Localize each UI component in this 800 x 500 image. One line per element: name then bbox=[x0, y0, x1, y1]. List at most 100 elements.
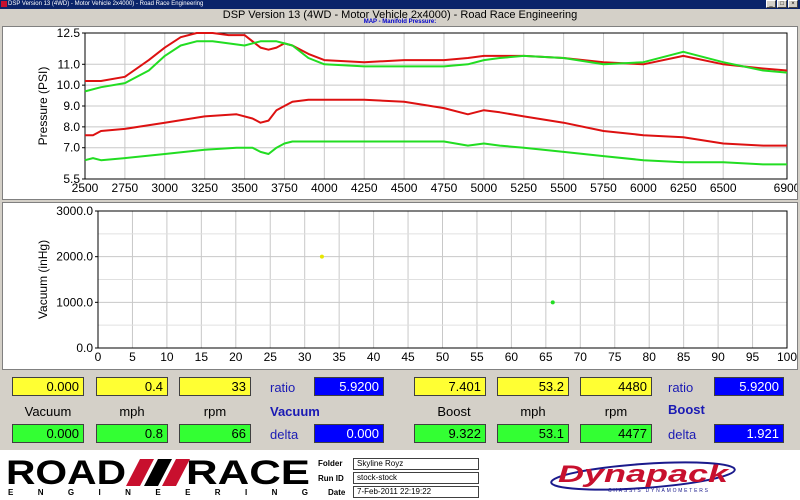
mph-label-left: mph bbox=[119, 404, 145, 419]
boost-mode-label: Boost bbox=[668, 402, 705, 417]
folder-label: Folder bbox=[318, 459, 343, 468]
x-tick-label: 0 bbox=[95, 350, 102, 364]
y-tick-label: 8.0 bbox=[63, 120, 80, 134]
y-tick-label: 3000.0 bbox=[56, 204, 93, 218]
scatter-point bbox=[550, 300, 555, 305]
x-tick-label: 45 bbox=[401, 350, 415, 364]
rpm-readout-bottom-left: 66 bbox=[179, 424, 251, 443]
series-line-2 bbox=[85, 98, 787, 147]
x-tick-label: 3500 bbox=[231, 181, 258, 195]
window-titlebar[interactable]: DSP Version 13 (4WD) - Motor Vehicle 2x4… bbox=[0, 0, 800, 9]
mph-readout-top-left: 0.4 bbox=[96, 377, 168, 396]
run-id-field: stock-stock bbox=[353, 472, 479, 484]
series-line-3 bbox=[84, 140, 787, 166]
y-tick-label: 10.0 bbox=[57, 78, 81, 92]
x-tick-label: 25 bbox=[264, 350, 278, 364]
x-tick-label: 6900 bbox=[774, 181, 797, 195]
y-tick-label: 11.0 bbox=[58, 57, 81, 71]
logo-race-text: RACE bbox=[186, 456, 310, 492]
x-tick-label: 75 bbox=[608, 350, 622, 364]
rpm-readout-top-right: 4480 bbox=[580, 377, 652, 396]
chart-title: DSP Version 13 (4WD - Motor Vehicle 2x40… bbox=[222, 9, 578, 21]
x-tick-label: 80 bbox=[643, 350, 657, 364]
run-id-label: Run ID bbox=[318, 474, 344, 483]
logo-stripe-black bbox=[144, 459, 172, 486]
maximize-icon[interactable]: □ bbox=[777, 0, 787, 8]
x-tick-label: 4750 bbox=[431, 181, 458, 195]
x-tick-label: 60 bbox=[505, 350, 519, 364]
logo-road-text: ROAD bbox=[6, 456, 126, 492]
vacuum-readout-top: 0.000 bbox=[12, 377, 84, 396]
x-tick-label: 5750 bbox=[590, 181, 617, 195]
x-tick-label: 15 bbox=[195, 350, 209, 364]
rpm-readout-bottom-right: 4477 bbox=[580, 424, 652, 443]
y-axis-label: Vacuum (inHg) bbox=[36, 240, 50, 319]
mph-label-right: mph bbox=[520, 404, 546, 419]
mph-readout-top-right: 53.2 bbox=[497, 377, 569, 396]
x-tick-label: 90 bbox=[711, 350, 725, 364]
close-icon[interactable]: × bbox=[788, 0, 798, 8]
window-controls: _ □ × bbox=[766, 0, 798, 8]
x-tick-label: 6500 bbox=[710, 181, 737, 195]
delta-label-right: delta bbox=[668, 427, 697, 442]
vacuum-readout-bottom: 0.000 bbox=[12, 424, 84, 443]
y-tick-label: 7.0 bbox=[63, 141, 80, 155]
chart-subtitle: MAP - Manifold Pressure: bbox=[363, 19, 437, 25]
y-tick-label: 5.5 bbox=[63, 172, 80, 186]
ratio-label-right: ratio bbox=[668, 380, 694, 395]
logo-stripe-red-2 bbox=[162, 459, 190, 486]
boost-readout-top: 7.401 bbox=[414, 377, 486, 396]
plot-frame bbox=[97, 210, 788, 349]
vacuum-chart-panel: 0 5 10 15 20 25 30 35 40 45 50 55 60 65 70 75 80 85 90 95 10… bbox=[2, 202, 798, 370]
y-tick-label: 12.5 bbox=[57, 27, 81, 40]
dynapack-text: Dynapack bbox=[558, 461, 730, 488]
x-tick-label: 50 bbox=[436, 350, 450, 364]
y-tick-label: 2000.0 bbox=[56, 250, 93, 264]
ratio-value-right: 5.9200 bbox=[714, 377, 784, 396]
dynapack-logo: Dynapack CHASSIS DYNAMOMETERS bbox=[550, 461, 736, 494]
dynapack-swoosh bbox=[550, 461, 736, 491]
mph-readout-bottom-right: 53.1 bbox=[497, 424, 569, 443]
boost-label: Boost bbox=[437, 404, 471, 419]
x-tick-label: 3000 bbox=[151, 181, 178, 195]
x-tick-label: 4250 bbox=[351, 181, 378, 195]
ratio-value-left: 5.9200 bbox=[314, 377, 384, 396]
app-icon bbox=[1, 1, 7, 7]
road-race-engineering-logo: ROAD RACE ENGINEERING bbox=[6, 456, 310, 496]
rpm-readout-top-left: 33 bbox=[179, 377, 251, 396]
y-tick-label: 0.0 bbox=[76, 341, 93, 355]
delta-value-left: 0.000 bbox=[314, 424, 384, 443]
series-line-1 bbox=[84, 40, 788, 93]
minimize-icon[interactable]: _ bbox=[766, 0, 776, 8]
x-tick-label: 85 bbox=[677, 350, 691, 364]
y-tick-label: 9.0 bbox=[63, 99, 80, 113]
date-field: 7-Feb-2011 22:19:22 bbox=[353, 486, 479, 498]
x-tick-label: 65 bbox=[539, 350, 553, 364]
x-tick-label: 40 bbox=[367, 350, 381, 364]
y-axis-label: Pressure (PSI) bbox=[36, 67, 50, 146]
y-tick-label: 1000.0 bbox=[56, 295, 93, 309]
x-tick-label: 70 bbox=[574, 350, 588, 364]
date-label: Date bbox=[328, 488, 346, 497]
x-tick-label: 5500 bbox=[550, 181, 577, 195]
folder-field: Skyline Royz bbox=[353, 458, 479, 470]
rpm-label-right: rpm bbox=[604, 404, 628, 419]
x-tick-label: 5 bbox=[129, 350, 136, 364]
vacuum-label: Vacuum bbox=[24, 404, 72, 419]
x-tick-label: 3750 bbox=[271, 181, 298, 195]
x-tick-label: 2500 bbox=[72, 181, 99, 195]
x-tick-label: 2750 bbox=[112, 181, 139, 195]
window-title: DSP Version 13 (4WD) - Motor Vehicle 2x4… bbox=[8, 1, 204, 7]
x-tick-label: 4500 bbox=[391, 181, 418, 195]
series-line-0 bbox=[85, 32, 788, 82]
logo-engineering-text: ENGINEERING bbox=[8, 488, 308, 496]
delta-label-left: delta bbox=[270, 427, 299, 442]
x-tick-label: 5000 bbox=[471, 181, 498, 195]
x-tick-label: 6250 bbox=[670, 181, 697, 195]
boost-readout-bottom: 9.322 bbox=[414, 424, 486, 443]
x-tick-label: 55 bbox=[470, 350, 484, 364]
scatter-point bbox=[319, 254, 324, 259]
pressure-chart: 2500 2750 3000 3250 3500 3750 4000 4250 4500 4750… bbox=[36, 26, 800, 195]
pressure-chart-panel: 2500 2750 3000 3250 3500 3750 4000 4250 4500 4750… bbox=[2, 26, 800, 200]
